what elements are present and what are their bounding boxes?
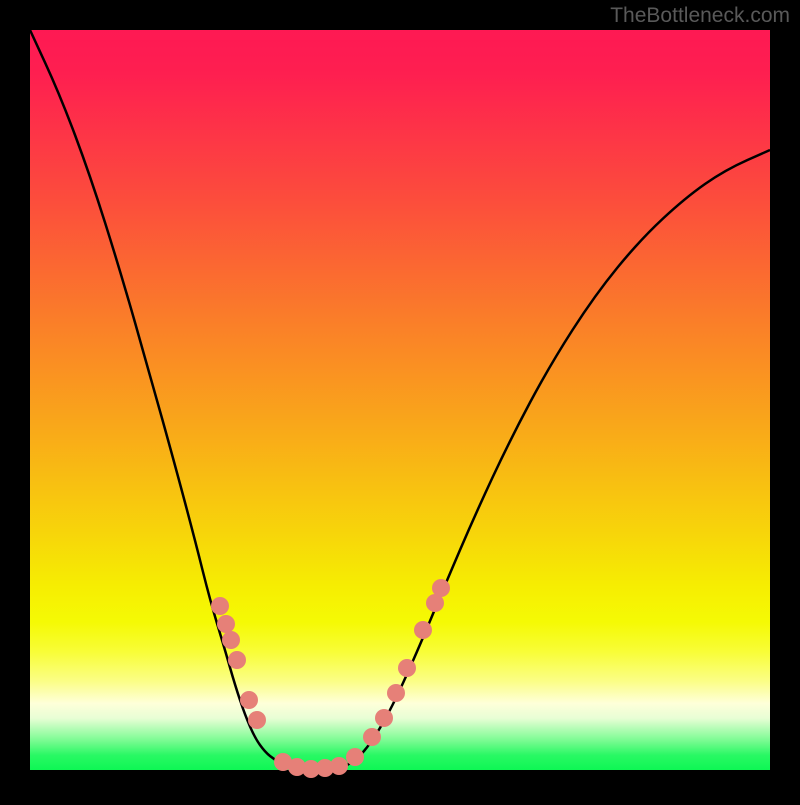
data-marker bbox=[240, 691, 258, 709]
data-marker bbox=[217, 615, 235, 633]
data-marker bbox=[211, 597, 229, 615]
data-marker bbox=[375, 709, 393, 727]
data-marker bbox=[414, 621, 432, 639]
watermark-text: TheBottleneck.com bbox=[610, 4, 790, 28]
data-marker bbox=[248, 711, 266, 729]
plot-background bbox=[30, 30, 770, 770]
data-marker bbox=[222, 631, 240, 649]
chart-container bbox=[0, 0, 800, 800]
data-marker bbox=[363, 728, 381, 746]
data-marker bbox=[387, 684, 405, 702]
data-marker bbox=[432, 579, 450, 597]
data-marker bbox=[330, 757, 348, 775]
chart-svg bbox=[0, 0, 800, 800]
data-marker bbox=[398, 659, 416, 677]
data-marker bbox=[228, 651, 246, 669]
data-marker bbox=[346, 748, 364, 766]
